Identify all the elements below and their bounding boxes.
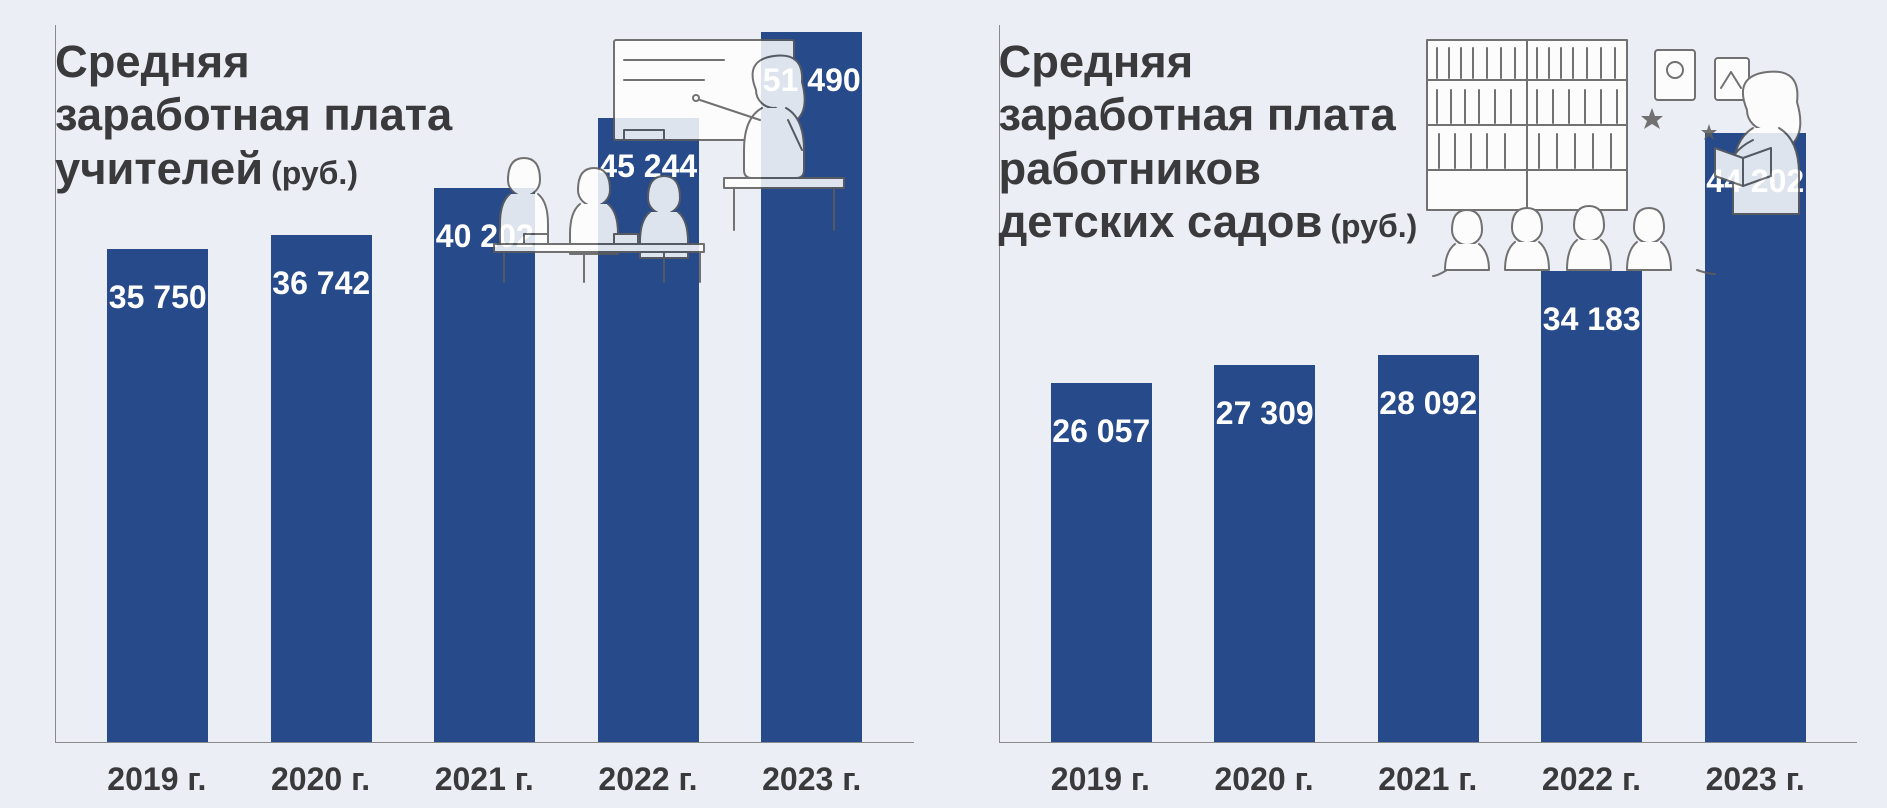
x-axis-label: 2020 г. — [1182, 761, 1346, 798]
x-axis-label: 2021 г. — [1346, 761, 1510, 798]
bar-value: 26 057 — [1052, 413, 1150, 450]
panel-kindergarten: Средняязаработная платаработниковдетских… — [964, 25, 1868, 798]
bar-value: 35 750 — [109, 279, 207, 316]
title-line: детских садов(руб.) — [999, 195, 1418, 248]
bar-teachers-1: 36 742 — [271, 235, 372, 742]
page: Средняязаработная платаучителей(руб.) — [0, 0, 1887, 808]
bar-teachers-0: 35 750 — [107, 249, 208, 742]
title-teachers: Средняязаработная платаучителей(руб.) — [55, 35, 452, 195]
title-line: Средняя — [999, 35, 1418, 88]
x-axis: 2019 г.2020 г.2021 г.2022 г.2023 г. — [55, 743, 914, 798]
bar-kindergarten-2: 28 092 — [1378, 355, 1479, 742]
bar-kindergarten-1: 27 309 — [1214, 365, 1315, 742]
title-kindergarten: Средняязаработная платаработниковдетских… — [999, 35, 1418, 249]
title-line: учителей(руб.) — [55, 142, 452, 195]
title-line-text: заработная плата — [999, 89, 1396, 140]
x-axis-label: 2022 г. — [566, 761, 730, 798]
x-axis-label: 2019 г. — [75, 761, 239, 798]
bar-kindergarten-0: 26 057 — [1051, 383, 1152, 742]
x-axis-label: 2023 г. — [730, 761, 894, 798]
title-line-text: работников — [999, 143, 1262, 194]
storytime-illustration — [1397, 30, 1827, 290]
x-axis-label: 2023 г. — [1673, 761, 1837, 798]
bar-value: 28 092 — [1379, 385, 1477, 422]
panel-teachers: Средняязаработная платаучителей(руб.) — [20, 25, 924, 798]
bar-value: 27 309 — [1216, 395, 1314, 432]
title-line: заработная плата — [999, 88, 1418, 141]
title-line-text: Средняя — [999, 36, 1194, 87]
bar-kindergarten-3: 34 183 — [1541, 271, 1642, 742]
title-line: заработная плата — [55, 88, 452, 141]
title-line: работников — [999, 142, 1418, 195]
title-line: Средняя — [55, 35, 452, 88]
bar-value: 36 742 — [272, 265, 370, 302]
x-axis: 2019 г.2020 г.2021 г.2022 г.2023 г. — [999, 743, 1858, 798]
title-line-text: детских садов — [999, 196, 1323, 247]
title-line-text: Средняя — [55, 36, 250, 87]
x-axis-label: 2019 г. — [1019, 761, 1183, 798]
title-unit: (руб.) — [1330, 208, 1417, 244]
bar-value: 34 183 — [1543, 301, 1641, 338]
x-axis-label: 2020 г. — [239, 761, 403, 798]
title-unit: (руб.) — [271, 155, 358, 191]
classroom-illustration — [464, 30, 864, 290]
title-line-text: учителей — [55, 143, 263, 194]
title-line-text: заработная плата — [55, 89, 452, 140]
x-axis-label: 2021 г. — [402, 761, 566, 798]
x-axis-label: 2022 г. — [1510, 761, 1674, 798]
